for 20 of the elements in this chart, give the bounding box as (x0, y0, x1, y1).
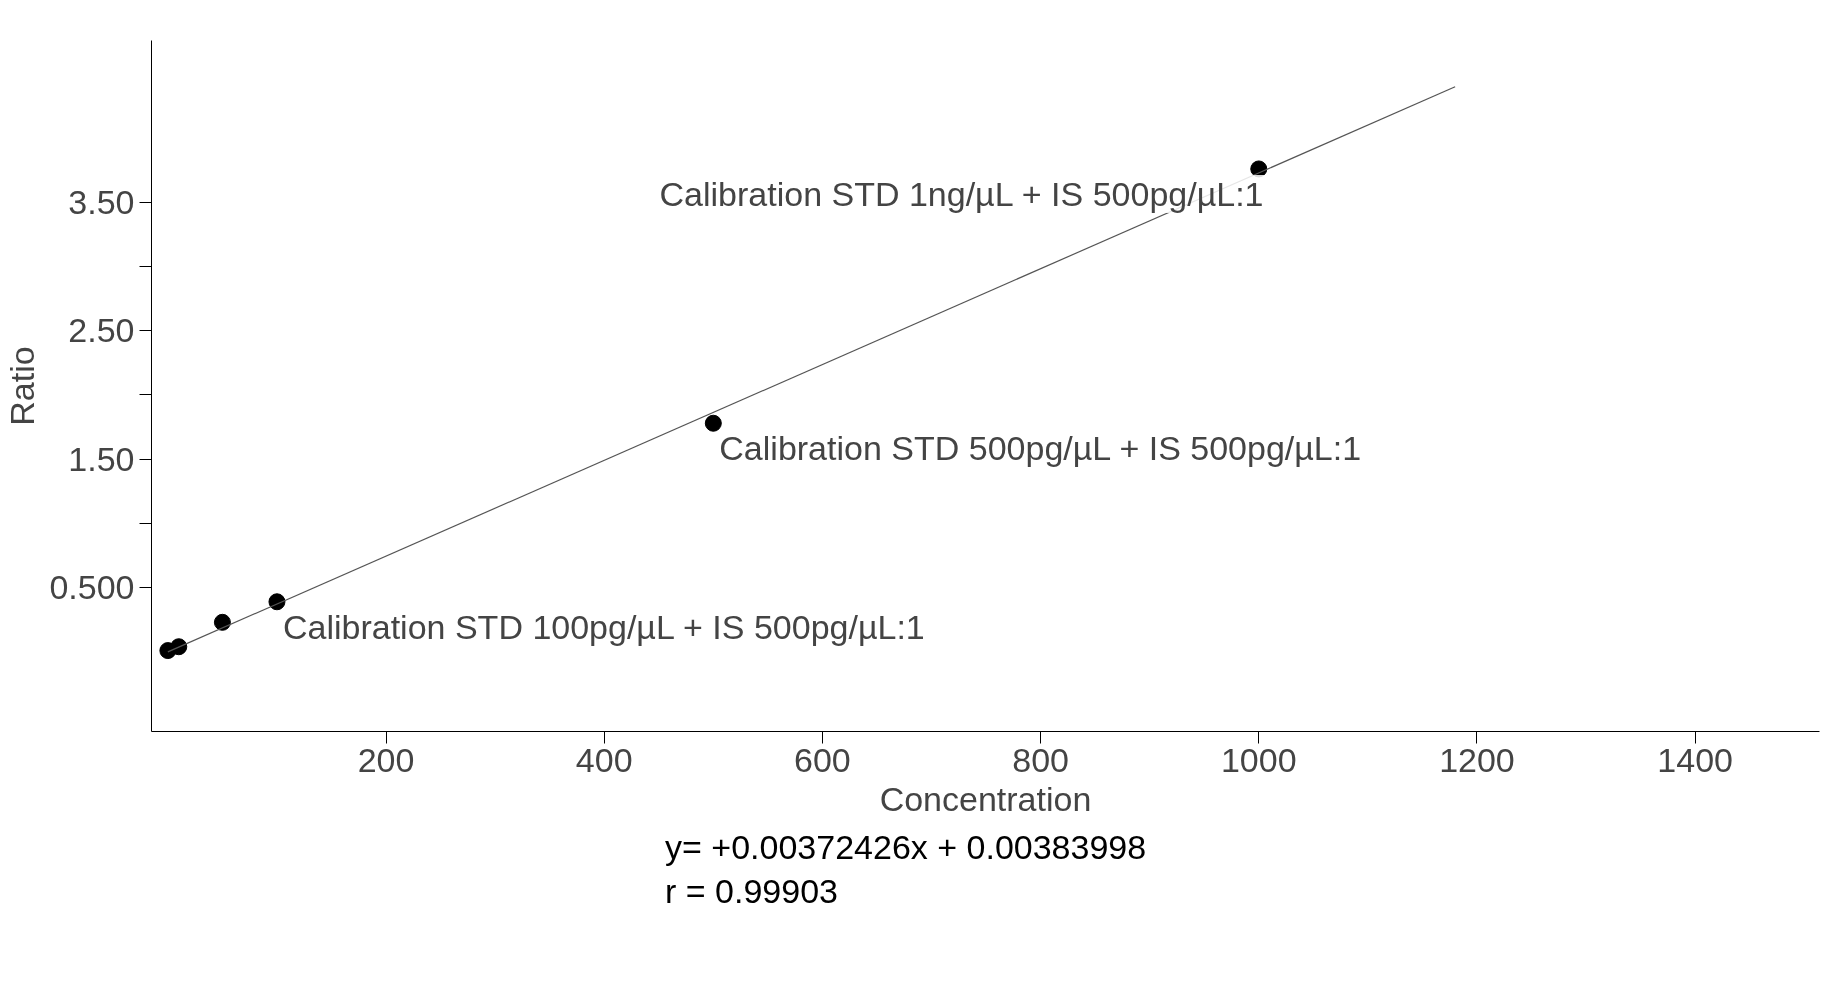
annotation: Calibration STD 100pg/µL + IS 500pg/µL:1 (282, 607, 925, 646)
y-tick-label: 3.50 (68, 182, 135, 221)
y-tick-label: 2.50 (68, 311, 135, 350)
text: y= +0.00372426x + 0.00383998 (665, 828, 1147, 866)
point (704, 414, 722, 432)
x-tick-label: 1400 (1657, 740, 1733, 779)
annotation: Calibration STD 500pg/µL + IS 500pg/µL:1 (719, 429, 1362, 468)
annotation: Calibration STD 1ng/µL + IS 500pg/µL:1 (659, 174, 1264, 213)
x-tick-label: 1000 (1220, 740, 1297, 779)
y-tick-label: 1.50 (68, 439, 135, 478)
x-tick-label: 600 (794, 740, 851, 779)
x-tick-label: 400 (575, 740, 633, 779)
x-tick-label: 1200 (1439, 740, 1515, 779)
point (213, 613, 231, 631)
x-axis-title: Concentration (879, 779, 1092, 818)
x-tick-label: 800 (1012, 740, 1069, 779)
text: r = 0.99903 (665, 872, 838, 911)
x-tick-label: 200 (357, 740, 415, 779)
y-axis-title: Ratio (3, 346, 42, 426)
y-tick-label: 0.500 (49, 568, 135, 607)
